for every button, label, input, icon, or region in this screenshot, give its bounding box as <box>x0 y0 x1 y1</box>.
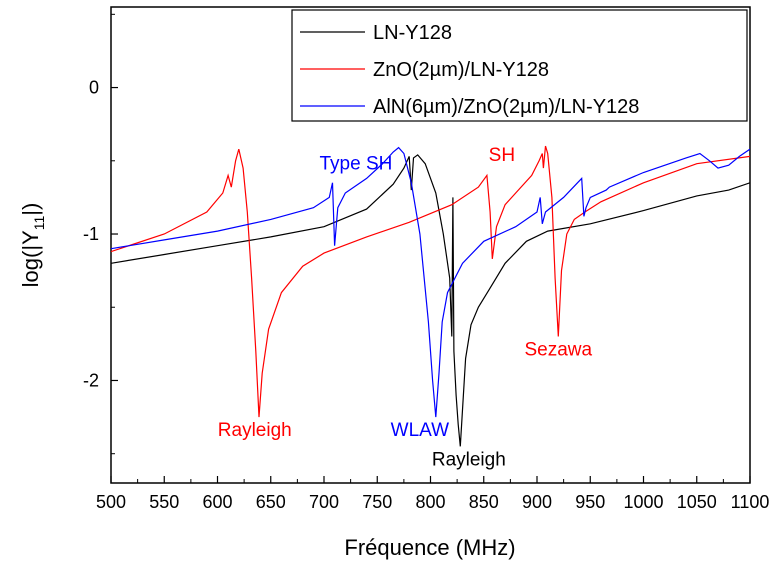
series-line-3 <box>111 146 750 418</box>
x-tick-label: 1000 <box>623 492 663 512</box>
series-line-1 <box>111 154 750 447</box>
y-axis-title-main: log(|Y <box>18 230 43 287</box>
legend-box <box>291 9 748 122</box>
y-tick-label: -1 <box>83 224 99 244</box>
y-axis-title-sub: 11 <box>31 216 47 231</box>
legend: LN-Y128 ZnO(2µm)/LN-Y128 AlN(6µm)/ZnO(2µm)… <box>291 9 748 122</box>
x-tick-label: 1050 <box>677 492 717 512</box>
legend-label-1: LN-Y128 <box>373 22 452 44</box>
legend-items: LN-Y128 ZnO(2µm)/LN-Y128 AlN(6µm)/ZnO(2µm)… <box>300 22 639 118</box>
x-tick-label: 650 <box>256 492 286 512</box>
x-tick-label: 500 <box>96 492 126 512</box>
annotation-label: Rayleigh <box>218 420 292 441</box>
legend-label-2: ZnO(2µm)/LN-Y128 <box>373 59 549 81</box>
x-axis-title: Fréquence (MHz) <box>344 535 515 560</box>
x-tick-label: 850 <box>469 492 499 512</box>
x-tick-label: 550 <box>149 492 179 512</box>
y-tick-label: -2 <box>83 370 99 390</box>
x-tick-label: 750 <box>362 492 392 512</box>
y-axis-title-end: |) <box>18 203 43 216</box>
y-tick-label: 0 <box>89 78 99 98</box>
series-line-2 <box>111 145 750 418</box>
x-tick-label: 600 <box>202 492 232 512</box>
annotation-label: SH <box>489 145 515 166</box>
y-axis-title: log(|Y11|) <box>18 203 47 288</box>
series-layer <box>111 145 750 447</box>
axis-ticks: 500 550 600 650 700 750 800 850 900 950 1000 1050 11… <box>83 13 770 512</box>
legend-label-3: AlN(6µm)/ZnO(2µm)/LN-Y128 <box>373 96 639 118</box>
x-tick-label: 800 <box>415 492 445 512</box>
annotation-layer: Type SH SH Rayleigh WLAW Rayleigh Sezawa <box>218 145 593 471</box>
annotation-label: Sezawa <box>524 340 592 361</box>
x-tick-label: 900 <box>522 492 552 512</box>
annotation-label: WLAW <box>391 420 449 441</box>
x-tick-label: 950 <box>575 492 605 512</box>
annotation-label: Rayleigh <box>432 449 506 470</box>
annotation-label: Type SH <box>320 154 393 175</box>
x-tick-label: 700 <box>309 492 339 512</box>
x-tick-label: 1100 <box>731 492 770 512</box>
